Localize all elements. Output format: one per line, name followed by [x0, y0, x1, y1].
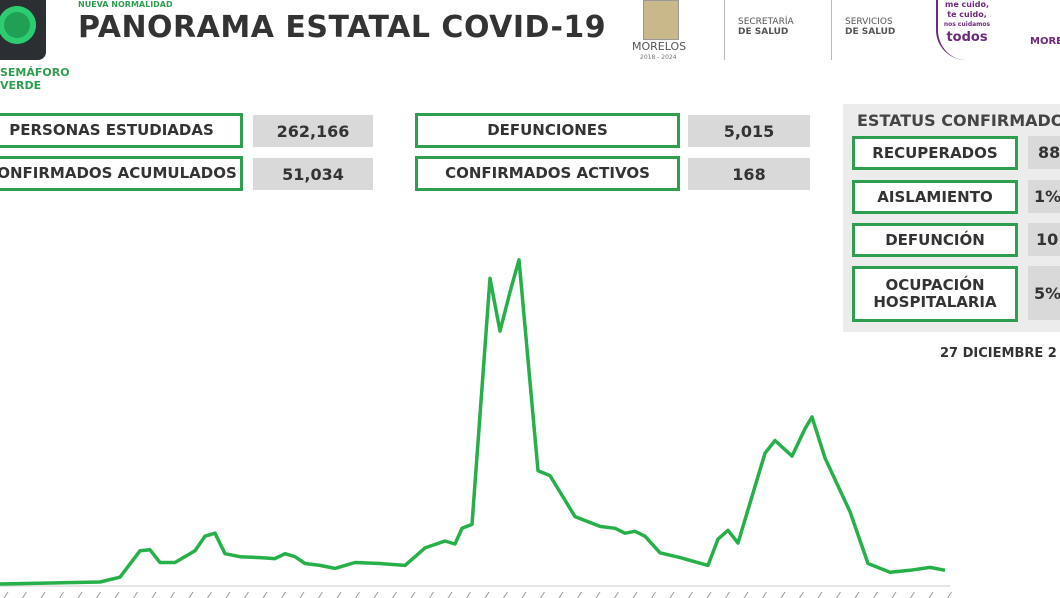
semaforo-icon — [0, 0, 46, 60]
morelos-logo-2: MORE — [1030, 36, 1060, 47]
x-tick — [688, 591, 693, 598]
x-tick — [928, 591, 934, 598]
x-tick — [836, 591, 841, 598]
servicios-line1: SERVICIOS — [845, 17, 893, 27]
campaign-line2: te cuido, — [947, 10, 987, 19]
status-label-recuperados: RECUPERADOS — [852, 136, 1018, 170]
x-tick — [466, 591, 471, 598]
stat-label-defunciones: DEFUNCIONES — [415, 113, 680, 148]
status-value-ocupacion: 5% — [1028, 266, 1060, 320]
x-tick — [577, 591, 582, 598]
x-tick — [410, 591, 416, 598]
x-tick — [59, 591, 64, 598]
x-tick — [429, 591, 434, 598]
x-tick — [725, 591, 730, 598]
x-tick — [299, 591, 305, 598]
x-tick — [188, 591, 194, 598]
x-tick — [891, 591, 897, 598]
stat-value-acumulados: 51,034 — [253, 158, 373, 190]
x-tick — [170, 591, 175, 598]
stat-label-estudiadas: PERSONAS ESTUDIADAS — [0, 113, 243, 148]
x-tick — [614, 591, 619, 598]
status-label-defuncion: DEFUNCIÓN — [852, 223, 1018, 257]
x-tick — [40, 591, 46, 598]
x-tick — [780, 591, 786, 598]
x-tick — [910, 591, 915, 598]
x-tick — [77, 591, 83, 598]
x-tick — [318, 591, 323, 598]
x-tick — [262, 591, 268, 598]
x-tick — [762, 591, 767, 598]
x-tick — [595, 591, 601, 598]
x-tick — [854, 591, 860, 598]
morelos-years: 2018 - 2024 — [640, 54, 677, 61]
semaforo-label-line1: SEMÁFORO — [0, 66, 70, 79]
x-tick — [336, 591, 342, 598]
morelos-logo: MORELOS — [632, 40, 687, 53]
x-tick — [355, 591, 360, 598]
campaign-line4: todos — [946, 30, 988, 45]
secretaria-line2: DE SALUD — [738, 27, 789, 37]
morelos-seal-icon — [643, 0, 679, 40]
x-tick — [3, 591, 9, 598]
x-tick — [244, 591, 249, 598]
x-tick — [133, 591, 138, 598]
x-tick — [96, 591, 101, 598]
x-tick — [669, 591, 675, 598]
x-tick — [632, 591, 638, 598]
servicios-line2: DE SALUD — [845, 27, 896, 37]
stat-value-defunciones: 5,015 — [688, 115, 810, 147]
subtitle: NUEVA NORMALIDAD — [78, 0, 173, 9]
x-tick — [484, 591, 490, 598]
x-tick — [706, 591, 712, 598]
status-value-recuperados: 88 — [1028, 136, 1060, 169]
stat-value-activos: 168 — [688, 158, 810, 190]
status-label-ocupacion: OCUPACIÓN HOSPITALARIA — [852, 266, 1018, 322]
status-title: ESTATUS CONFIRMADOS — [857, 111, 1060, 130]
x-tick — [151, 591, 157, 598]
x-tick — [207, 591, 212, 598]
x-tick — [947, 591, 952, 598]
servicios-logo: SERVICIOS DE SALUD — [845, 17, 895, 37]
x-tick — [743, 591, 749, 598]
x-tick — [521, 591, 527, 598]
x-tick — [540, 591, 545, 598]
x-tick — [392, 591, 397, 598]
x-tick — [22, 591, 27, 598]
divider — [831, 0, 832, 60]
x-tick — [447, 591, 453, 598]
stat-label-activos: CONFIRMADOS ACTIVOS — [415, 156, 680, 191]
status-label-aislamiento: AISLAMIENTO — [852, 180, 1018, 214]
x-tick — [558, 591, 564, 598]
stat-value-estudiadas: 262,166 — [253, 115, 373, 147]
secretaria-logo: SECRETARÍA DE SALUD — [738, 17, 794, 37]
x-tick — [225, 591, 231, 598]
x-tick — [873, 591, 878, 598]
x-tick — [651, 591, 656, 598]
campaign-logo: me cuido, te cuido, nos cuidamos todos — [936, 0, 996, 60]
semaforo-label: SEMÁFORO VERDE — [0, 66, 70, 92]
x-tick — [799, 591, 804, 598]
status-value-aislamiento: 1% — [1028, 180, 1060, 213]
series-line — [0, 258, 946, 586]
x-tick — [817, 591, 823, 598]
stat-label-acumulados: CONFIRMADOS ACUMULADOS — [0, 156, 243, 191]
campaign-line3: nos cuidamos — [943, 21, 991, 28]
x-tick — [114, 591, 120, 598]
semaforo-label-line2: VERDE — [0, 79, 42, 92]
page-title: PANORAMA ESTATAL COVID-19 — [78, 10, 607, 45]
x-tick — [281, 591, 286, 598]
status-value-defuncion: 10 — [1028, 223, 1060, 256]
secretaria-line1: SECRETARÍA — [738, 17, 794, 27]
campaign-line1: me cuido, — [945, 0, 989, 9]
x-tick — [503, 591, 508, 598]
report-date: 27 DICIEMBRE 2 — [940, 346, 1057, 361]
divider — [724, 0, 725, 60]
x-tick — [373, 591, 379, 598]
